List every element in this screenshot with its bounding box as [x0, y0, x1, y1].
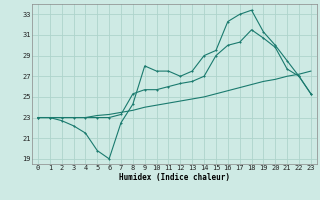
X-axis label: Humidex (Indice chaleur): Humidex (Indice chaleur) [119, 173, 230, 182]
